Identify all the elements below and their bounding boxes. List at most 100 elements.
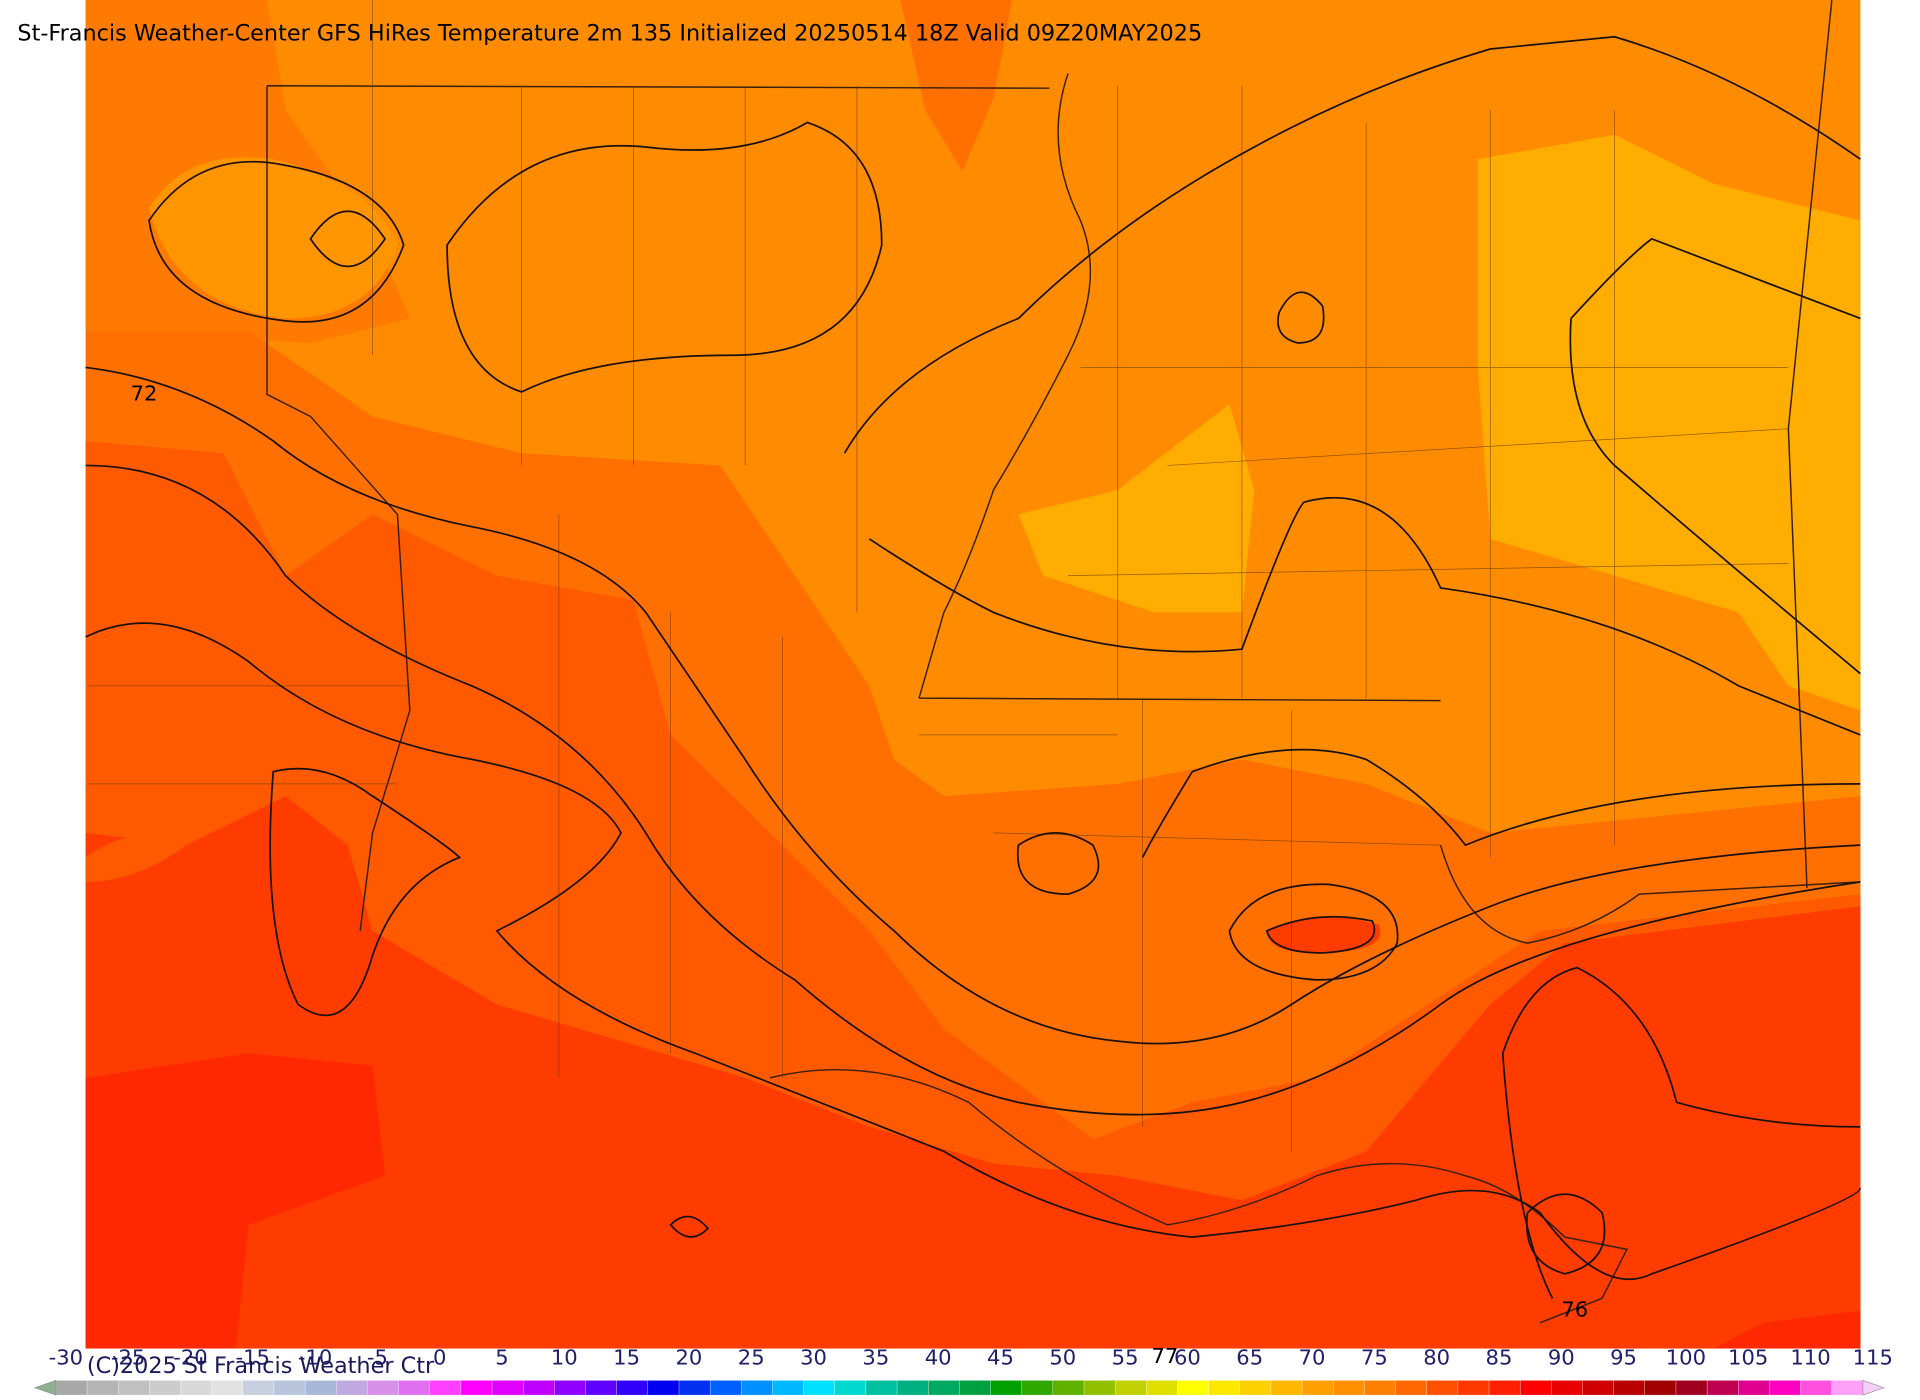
colorbar-tick-label: -25 [111, 1346, 145, 1370]
colorbar-tick-label: 70 [1299, 1346, 1326, 1370]
colorbar-tick-label: 90 [1548, 1346, 1575, 1370]
contour-label: 77 [1151, 1344, 1178, 1368]
colorbar-swatch [1675, 1380, 1708, 1396]
colorbar-tick-label: 55 [1112, 1346, 1139, 1370]
colorbar-swatch [1239, 1380, 1272, 1396]
state-boundaries [86, 0, 1861, 1324]
colorbar-swatch [367, 1380, 400, 1396]
colorbar-tick-label: 95 [1610, 1346, 1637, 1370]
colorbar-swatch [1800, 1380, 1833, 1396]
colorbar-tick-label: 100 [1666, 1346, 1706, 1370]
colorbar-swatch [616, 1380, 649, 1396]
colorbar-tick-label: 10 [551, 1346, 578, 1370]
colorbar-tick-label: -10 [298, 1346, 332, 1370]
colorbar-swatch [990, 1380, 1023, 1396]
colorbar-tick-label: 0 [433, 1346, 446, 1370]
colorbar-tick-label: 20 [675, 1346, 702, 1370]
colorbar-swatch [772, 1380, 805, 1396]
colorbar-swatch [1457, 1380, 1490, 1396]
colorbar-swatch [273, 1380, 306, 1396]
colorbar-swatch [55, 1380, 88, 1396]
colorbar-swatch [1488, 1380, 1521, 1396]
colorbar-tick-label: 5 [495, 1346, 508, 1370]
colorbar-swatch [959, 1380, 992, 1396]
colorbar-swatch [1208, 1380, 1241, 1396]
colorbar-tick-label: 25 [738, 1346, 765, 1370]
colorbar-swatch [928, 1380, 960, 1396]
colorbar-swatch [398, 1380, 431, 1396]
colorbar-swatch [741, 1380, 774, 1396]
colorbar-swatch [1177, 1380, 1210, 1396]
colorbar-swatch [1426, 1380, 1459, 1396]
colorbar-swatch [1395, 1380, 1428, 1396]
colorbar-tick-label: 60 [1174, 1346, 1201, 1370]
colorbar-tick-label: 40 [925, 1346, 952, 1370]
colorbar-swatch [211, 1380, 244, 1396]
colorbar-swatch [180, 1380, 213, 1396]
colorbar-tick-label: -30 [49, 1346, 83, 1370]
colorbar-swatch [336, 1380, 368, 1396]
colorbar-swatch [1613, 1380, 1646, 1396]
colorbar-swatch [149, 1380, 182, 1396]
colorbar-swatch [1364, 1380, 1397, 1396]
colorbar-tick-label: 15 [613, 1346, 640, 1370]
colorbar-swatch [118, 1380, 150, 1396]
colorbar-swatch [1644, 1380, 1677, 1396]
colorbar-tick-label: 50 [1049, 1346, 1076, 1370]
colorbar-swatch [460, 1380, 493, 1396]
colorbar-swatch [1831, 1380, 1864, 1396]
colorbar-swatch [1021, 1380, 1054, 1396]
colorbar-swatch [242, 1380, 275, 1396]
colorbar-swatch [523, 1380, 555, 1396]
map-title: St-Francis Weather-Center GFS HiRes Temp… [17, 21, 1202, 47]
colorbar-tick-label: 85 [1486, 1346, 1513, 1370]
colorbar-swatch [865, 1380, 898, 1396]
colorbar-swatch [304, 1380, 337, 1396]
colorbar-swatch [491, 1380, 524, 1396]
colorbar-swatch [834, 1380, 867, 1396]
colorbar-tick-label: -15 [236, 1346, 270, 1370]
colorbar-swatch [647, 1380, 680, 1396]
colorbar-swatch [1551, 1380, 1584, 1396]
colorbar-swatch [709, 1380, 742, 1396]
contour-label: 72 [131, 381, 158, 405]
colorbar-swatch [429, 1380, 462, 1396]
colorbar-swatch [554, 1380, 587, 1396]
colorbar-tick-label: 115 [1853, 1346, 1893, 1370]
colorbar-swatch [585, 1380, 618, 1396]
colorbar-tick-label: 35 [862, 1346, 889, 1370]
colorbar-tick-label: -20 [173, 1346, 207, 1370]
colorbar-tick-label: 45 [987, 1346, 1014, 1370]
colorbar-swatch [803, 1380, 836, 1396]
colorbar: -30 -25 -20 -15 -10 -5 0 5 10 15 20 25 30 35 40 45 50 55 6… [33, 1346, 1893, 1396]
colorbar-under [33, 1379, 57, 1396]
colorbar-tick-label: 75 [1361, 1346, 1388, 1370]
colorbar-swatch [1114, 1380, 1147, 1396]
colorbar-swatch [1270, 1380, 1303, 1396]
colorbar-tick-label: -5 [367, 1346, 388, 1370]
colorbar-tick-label: 110 [1790, 1346, 1830, 1370]
colorbar-swatch [896, 1380, 929, 1396]
colorbar-tick-label: 30 [800, 1346, 827, 1370]
colorbar-swatch [1738, 1380, 1770, 1396]
colorbar-tick-label: 65 [1236, 1346, 1263, 1370]
copyright: (C)2025 St Francis Weather Ctr [87, 1353, 435, 1379]
colorbar-swatch [1582, 1380, 1615, 1396]
colorbar-tick-label: 80 [1423, 1346, 1450, 1370]
colorbar-tick-label: 105 [1728, 1346, 1768, 1370]
colorbar-swatch [1083, 1380, 1116, 1396]
temperature-fill [85, 0, 1861, 1349]
colorbar-swatch [1769, 1380, 1802, 1396]
colorbar-swatch [86, 1380, 119, 1396]
colorbar-swatch [678, 1380, 711, 1396]
contour-label: 76 [1561, 1298, 1588, 1322]
contour-lines [85, 35, 1862, 1299]
colorbar-swatch [1052, 1380, 1085, 1396]
colorbar-swatch [1333, 1380, 1365, 1396]
colorbar-over [1862, 1379, 1885, 1396]
colorbar-swatch [1301, 1380, 1334, 1396]
colorbar-swatch [1706, 1380, 1739, 1396]
colorbar-swatch [1146, 1380, 1179, 1396]
colorbar-swatch [1519, 1380, 1552, 1396]
